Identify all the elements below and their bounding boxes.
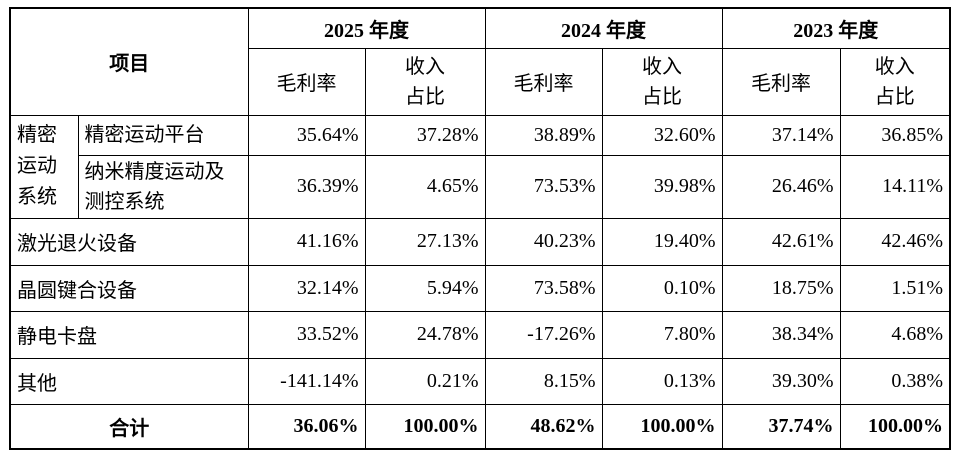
cell-text: 纳米精度运动及测控系统 xyxy=(84,160,225,213)
total-value: 48.62% xyxy=(484,404,603,449)
value: 19.40% xyxy=(601,217,723,266)
group-label: 精密运动系统 xyxy=(9,114,79,219)
cell-text: 精密运动系统 xyxy=(17,124,57,208)
cell-text: 收入占比 xyxy=(405,55,445,108)
value: 38.89% xyxy=(484,114,603,156)
table-row: 其他 -141.14% 0.21% 8.15% 0.13% 39.30% 0.38% xyxy=(9,357,951,405)
value: 73.53% xyxy=(484,154,603,219)
value: -17.26% xyxy=(484,311,603,359)
row-label: 精密运动平台 xyxy=(77,114,249,156)
header-metric: 收入占比 xyxy=(601,47,723,116)
row-label: 激光退火设备 xyxy=(9,217,249,266)
value: 26.46% xyxy=(721,154,841,219)
value: 4.68% xyxy=(839,311,951,359)
value: 1.51% xyxy=(839,264,951,312)
value: 32.60% xyxy=(601,114,723,156)
value: 14.11% xyxy=(839,154,951,219)
table-row: 激光退火设备 41.16% 27.13% 40.23% 19.40% 42.61% 42.4… xyxy=(9,217,951,266)
row-label: 纳米精度运动及测控系统 xyxy=(77,154,249,219)
value: 5.94% xyxy=(364,264,486,312)
header-item: 项目 xyxy=(9,7,249,116)
table-row: 毛利率 收入占比 毛利率 收入占比 毛利率 收入占比 xyxy=(10,47,951,116)
table-row: 合计 36.06% 100.00% 48.62% 100.00% 37.74% 100.00… xyxy=(9,404,951,449)
value: 32.14% xyxy=(247,264,366,312)
header-year: 2024 年度 xyxy=(484,7,723,49)
header-year: 2025 年度 xyxy=(247,7,486,49)
value: 38.34% xyxy=(721,311,841,359)
row-label: 其他 xyxy=(9,357,249,405)
value: 40.23% xyxy=(484,217,603,266)
header-metric: 毛利率 xyxy=(484,47,603,116)
table: 项目 2025 年度 2024 年度 2023 年度 毛利率 收入占比 毛利率 收入占比 毛利率… xyxy=(9,7,951,450)
header-metric: 收入占比 xyxy=(839,47,951,116)
value: 4.65% xyxy=(364,154,486,219)
value: 27.13% xyxy=(364,217,486,266)
table-row: 精密运动系统 精密运动平台 35.64% 37.28% 38.89% 32.60% 37.1… xyxy=(9,114,951,219)
cell-text: 精密运动平台 xyxy=(84,124,205,146)
value: 36.85% xyxy=(839,114,951,156)
total-value: 37.74% xyxy=(721,404,841,449)
table-row: 项目 2025 年度 2024 年度 2023 年度 xyxy=(9,7,951,116)
value: 41.16% xyxy=(247,217,366,266)
value: 39.98% xyxy=(601,154,723,219)
value: 33.52% xyxy=(247,311,366,359)
value: 39.30% xyxy=(721,357,841,405)
value: 0.13% xyxy=(601,357,723,405)
row-label: 静电卡盘 xyxy=(9,311,249,359)
header-metric: 毛利率 xyxy=(721,47,841,116)
value: 18.75% xyxy=(721,264,841,312)
value: 8.15% xyxy=(484,357,603,405)
total-value: 100.00% xyxy=(601,404,723,449)
header-metric: 毛利率 xyxy=(247,47,366,116)
header-year: 2023 年度 xyxy=(721,7,951,49)
total-label: 合计 xyxy=(9,404,249,449)
value: 0.38% xyxy=(839,357,951,405)
table-row: 静电卡盘 33.52% 24.78% -17.26% 7.80% 38.34% 4.68% xyxy=(9,311,951,359)
value: 37.28% xyxy=(364,114,486,156)
total-value: 36.06% xyxy=(247,404,366,449)
value: 42.61% xyxy=(721,217,841,266)
value: -141.14% xyxy=(247,357,366,405)
table-row: 晶圆键合设备 32.14% 5.94% 73.58% 0.10% 18.75% 1.51% xyxy=(9,264,951,312)
value: 42.46% xyxy=(839,217,951,266)
value: 0.10% xyxy=(601,264,723,312)
value: 37.14% xyxy=(721,114,841,156)
row-label: 晶圆键合设备 xyxy=(9,264,249,312)
total-value: 100.00% xyxy=(364,404,486,449)
value: 7.80% xyxy=(601,311,723,359)
header-metric: 收入占比 xyxy=(364,47,486,116)
value: 24.78% xyxy=(364,311,486,359)
cell-text: 收入占比 xyxy=(642,55,682,108)
cell-text: 收入占比 xyxy=(874,55,915,108)
value: 36.39% xyxy=(247,154,366,219)
total-value: 100.00% xyxy=(839,404,951,449)
value: 35.64% xyxy=(247,114,366,156)
value: 73.58% xyxy=(484,264,603,312)
value: 0.21% xyxy=(364,357,486,405)
table-row: 纳米精度运动及测控系统 36.39% 4.65% 73.53% 39.98% 26.46%… xyxy=(10,154,951,219)
